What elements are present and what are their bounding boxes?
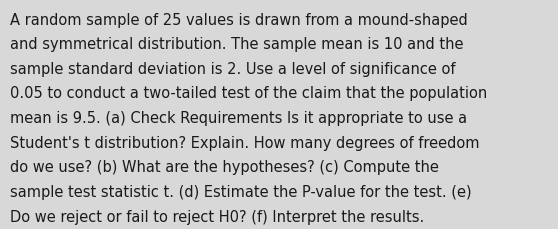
Text: sample test statistic t. (d) Estimate the P-value for the test. (e): sample test statistic t. (d) Estimate th…: [10, 184, 472, 199]
Text: Do we reject or fail to reject H0? (f) Interpret the results.: Do we reject or fail to reject H0? (f) I…: [10, 209, 424, 224]
Text: do we use? (b) What are the hypotheses? (c) Compute the: do we use? (b) What are the hypotheses? …: [10, 160, 439, 174]
Text: sample standard deviation is 2. Use a level of significance of: sample standard deviation is 2. Use a le…: [10, 62, 455, 76]
Text: A random sample of 25 values is drawn from a mound-shaped: A random sample of 25 values is drawn fr…: [10, 13, 468, 27]
Text: and symmetrical distribution. The sample mean is 10 and the: and symmetrical distribution. The sample…: [10, 37, 464, 52]
Text: mean is 9.5. (a) Check Requirements Is it appropriate to use a: mean is 9.5. (a) Check Requirements Is i…: [10, 111, 467, 125]
Text: 0.05 to conduct a two-tailed test of the claim that the population: 0.05 to conduct a two-tailed test of the…: [10, 86, 487, 101]
Text: Student's t distribution? Explain. How many degrees of freedom: Student's t distribution? Explain. How m…: [10, 135, 479, 150]
